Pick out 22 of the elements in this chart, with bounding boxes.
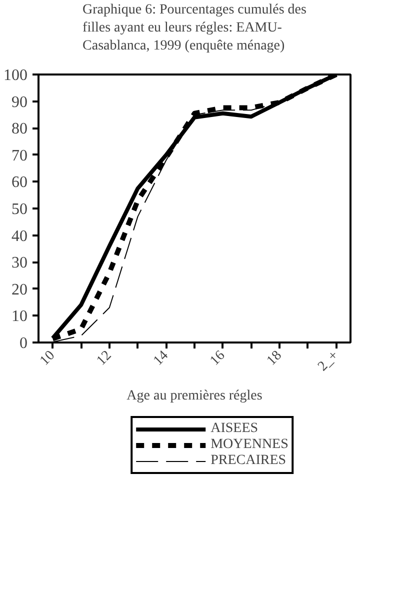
x-tick-label: 10 xyxy=(37,348,58,369)
legend-label: AISEES xyxy=(210,421,258,437)
x-tick-label: 12 xyxy=(94,348,115,369)
y-tick-label: 50 xyxy=(12,201,28,218)
y-tick-label: 60 xyxy=(12,174,28,192)
y-tick-label: 90 xyxy=(12,94,28,111)
y-tick-label: 20 xyxy=(12,281,28,298)
y-tick-label: 40 xyxy=(12,228,28,245)
x-tick-label: 18 xyxy=(264,348,285,369)
legend-label: PRECAIRES xyxy=(210,453,286,469)
y-tick-label: 10 xyxy=(12,308,28,326)
x-tick-label: 2_+ xyxy=(316,348,342,374)
legend-label: MOYENNES xyxy=(210,437,288,453)
x-axis-title: Age au premières régles xyxy=(126,388,262,404)
chart-title: Graphique 6: Pourcentages cumulés des filles ayant eu leurs régles: EAMU-Casablanca, 1999 (enquête ménage) xyxy=(82,2,306,54)
y-tick-label: 70 xyxy=(12,147,28,164)
x-tick-label: 16 xyxy=(208,348,228,369)
y-tick-label: 30 xyxy=(12,254,28,272)
y-tick-label: 80 xyxy=(12,120,28,138)
y-tick-label: 0 xyxy=(20,335,28,352)
x-tick-label: 14 xyxy=(150,348,172,369)
y-tick-label: 100 xyxy=(4,67,28,84)
